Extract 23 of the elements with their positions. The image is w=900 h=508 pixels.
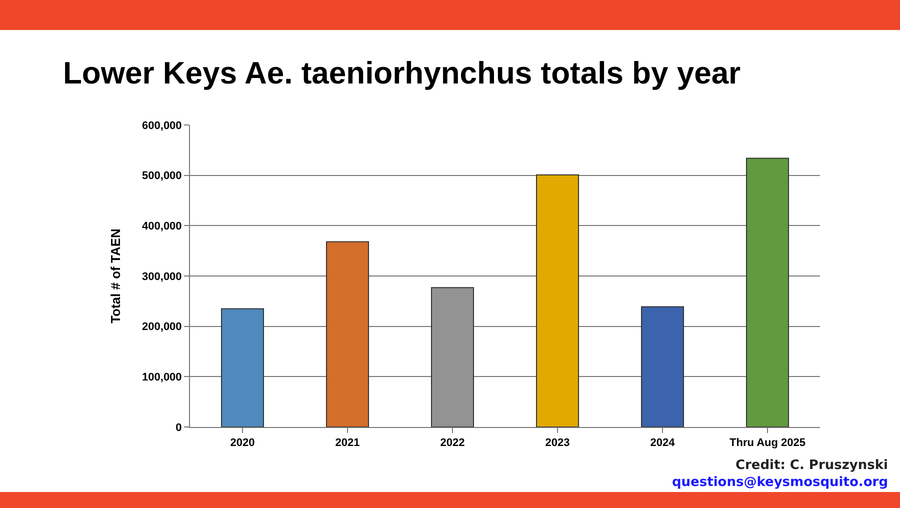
y-axis-title: Total # of TAEN — [108, 228, 123, 324]
bar — [536, 174, 579, 427]
y-tick-label: 100,000 — [142, 372, 182, 384]
bar — [746, 158, 789, 427]
y-tick-label: 300,000 — [142, 270, 182, 283]
y-tick-label: 200,000 — [142, 321, 182, 334]
bar — [641, 306, 684, 427]
x-tick-label: 2022 — [440, 437, 465, 450]
bar — [431, 287, 474, 427]
chart-title: Lower Keys Ae. taeniorhynchus totals by year — [63, 56, 741, 91]
text: Credit: C. Pruszynski — [735, 458, 888, 473]
text: questions@keysmosquito.org — [672, 475, 888, 490]
y-tick-label: 0 — [176, 422, 182, 434]
x-tick-label: 2024 — [650, 437, 676, 450]
x-tick-label: Thru Aug 2025 — [730, 437, 806, 450]
y-tick-label: 400,000 — [142, 220, 182, 233]
bar — [326, 241, 369, 427]
x-tick-label: 2021 — [335, 437, 360, 450]
y-tick-label: 600,000 — [142, 120, 182, 132]
bar — [221, 308, 264, 427]
x-tick-label: 2023 — [545, 437, 570, 450]
x-tick-label: 2020 — [230, 437, 255, 450]
y-tick-label: 500,000 — [142, 170, 182, 182]
